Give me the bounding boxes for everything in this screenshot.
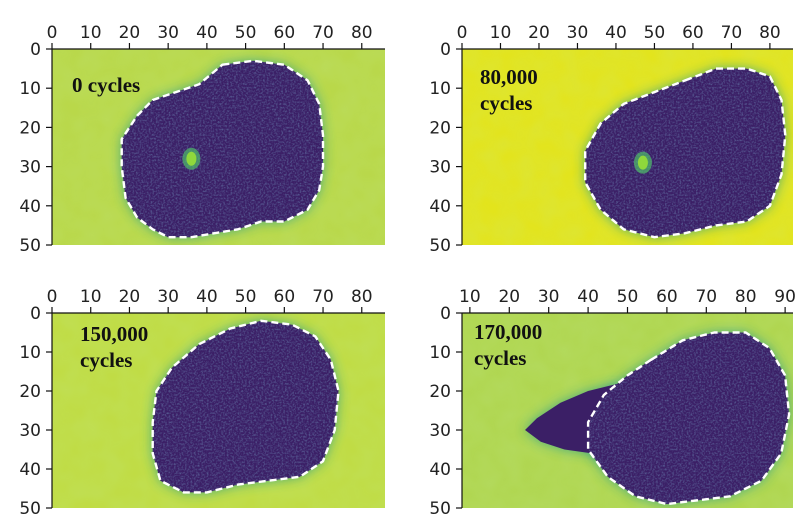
x-tick-label: 60: [656, 287, 678, 307]
x-tick-label: 70: [312, 287, 334, 307]
heatmap-image: [52, 49, 385, 245]
y-tick-label: 40: [429, 197, 451, 217]
x-tick-label: 0: [47, 23, 58, 43]
x-tick-label: 20: [528, 23, 550, 43]
x-tick-label: 70: [312, 23, 334, 43]
x-tick-label: 50: [235, 23, 257, 43]
y-tick-label: 20: [19, 118, 41, 138]
cycle-annotation: 0 cycles: [72, 73, 140, 97]
y-tick-label: 10: [429, 343, 451, 363]
contour-outline: [120, 59, 325, 239]
x-tick-label: 80: [351, 287, 373, 307]
x-tick-label: 60: [274, 23, 296, 43]
y-tick-label: 40: [429, 460, 451, 480]
x-tick-label: 10: [80, 23, 102, 43]
x-tick-label: 60: [682, 23, 704, 43]
x-tick-label: 10: [490, 23, 512, 43]
y-tick-label: 20: [429, 382, 451, 402]
cycle-annotation: 150,000 cycles: [80, 322, 148, 372]
y-tick-label: 0: [440, 304, 451, 324]
bright-spot: [186, 151, 197, 166]
y-tick-label: 30: [429, 421, 451, 441]
x-tick-label: 60: [274, 287, 296, 307]
x-tick-label: 50: [617, 287, 639, 307]
y-tick-label: 50: [19, 499, 41, 519]
x-tick-label: 70: [721, 23, 743, 43]
heatmap-panel-2: 0 10 20 30 40 50 60 70 80 0 10 20 30 40 50 80,000 cycles: [429, 23, 793, 256]
y-tick-label: 10: [19, 343, 41, 363]
x-tick-label: 30: [567, 23, 589, 43]
x-tick-label: 30: [538, 287, 560, 307]
x-tick-label: 30: [157, 287, 179, 307]
heatmap-image: [52, 313, 385, 508]
x-tick-label: 80: [759, 23, 781, 43]
y-tick-label: 30: [19, 421, 41, 441]
y-tick-label: 50: [429, 499, 451, 519]
y-tick-label: 0: [440, 40, 451, 60]
x-tick-label: 40: [196, 287, 218, 307]
x-tick-label: 10: [80, 287, 102, 307]
x-tick-label: 40: [577, 287, 599, 307]
x-tick-label: 90: [774, 287, 796, 307]
y-tick-label: 40: [19, 197, 41, 217]
x-tick-label: 50: [644, 23, 666, 43]
y-tick-label: 20: [429, 118, 451, 138]
x-tick-label: 70: [695, 287, 717, 307]
heatmap-panel-1: 0 10 20 30 40 50 60 70 80 0 10 20 30 40 50 0 cycles: [19, 23, 385, 256]
y-tick-label: 40: [19, 460, 41, 480]
y-tick-label: 10: [19, 79, 41, 99]
y-tick-label: 50: [19, 236, 41, 256]
x-tick-label: 0: [47, 287, 58, 307]
y-tick-label: 0: [30, 304, 41, 324]
x-tick-label: 80: [735, 287, 757, 307]
y-tick-label: 10: [429, 79, 451, 99]
x-tick-label: 20: [119, 287, 141, 307]
cycle-annotation: 170,000 cycles: [474, 320, 542, 370]
x-tick-label: 20: [119, 23, 141, 43]
heatmap-panel-4: 10 20 30 40 50 60 70 80 90 0 10 20 30 40 50 170,000 cycl…: [429, 287, 796, 519]
heatmap-image: [462, 313, 793, 508]
x-tick-label: 30: [157, 23, 179, 43]
x-tick-label: 50: [235, 287, 257, 307]
y-tick-label: 30: [19, 158, 41, 178]
y-tick-label: 20: [19, 382, 41, 402]
x-tick-label: 40: [196, 23, 218, 43]
contour-outline: [586, 331, 791, 506]
x-tick-label: 20: [498, 287, 520, 307]
contour-outline: [584, 67, 787, 239]
x-tick-label: 40: [605, 23, 627, 43]
contour-outline: [151, 319, 340, 494]
bright-spot: [637, 155, 648, 170]
heatmap-panel-3: 0 10 20 30 40 50 60 70 80 0 10 20 30 40 50 150,000 cycle…: [19, 287, 385, 519]
y-tick-label: 30: [429, 158, 451, 178]
y-tick-label: 50: [429, 236, 451, 256]
heatmap-image: [462, 49, 793, 245]
cycle-annotation: 80,000 cycles: [480, 65, 538, 115]
x-tick-label: 80: [351, 23, 373, 43]
y-tick-label: 0: [30, 40, 41, 60]
x-tick-label: 0: [457, 23, 468, 43]
x-tick-label: 10: [459, 287, 481, 307]
